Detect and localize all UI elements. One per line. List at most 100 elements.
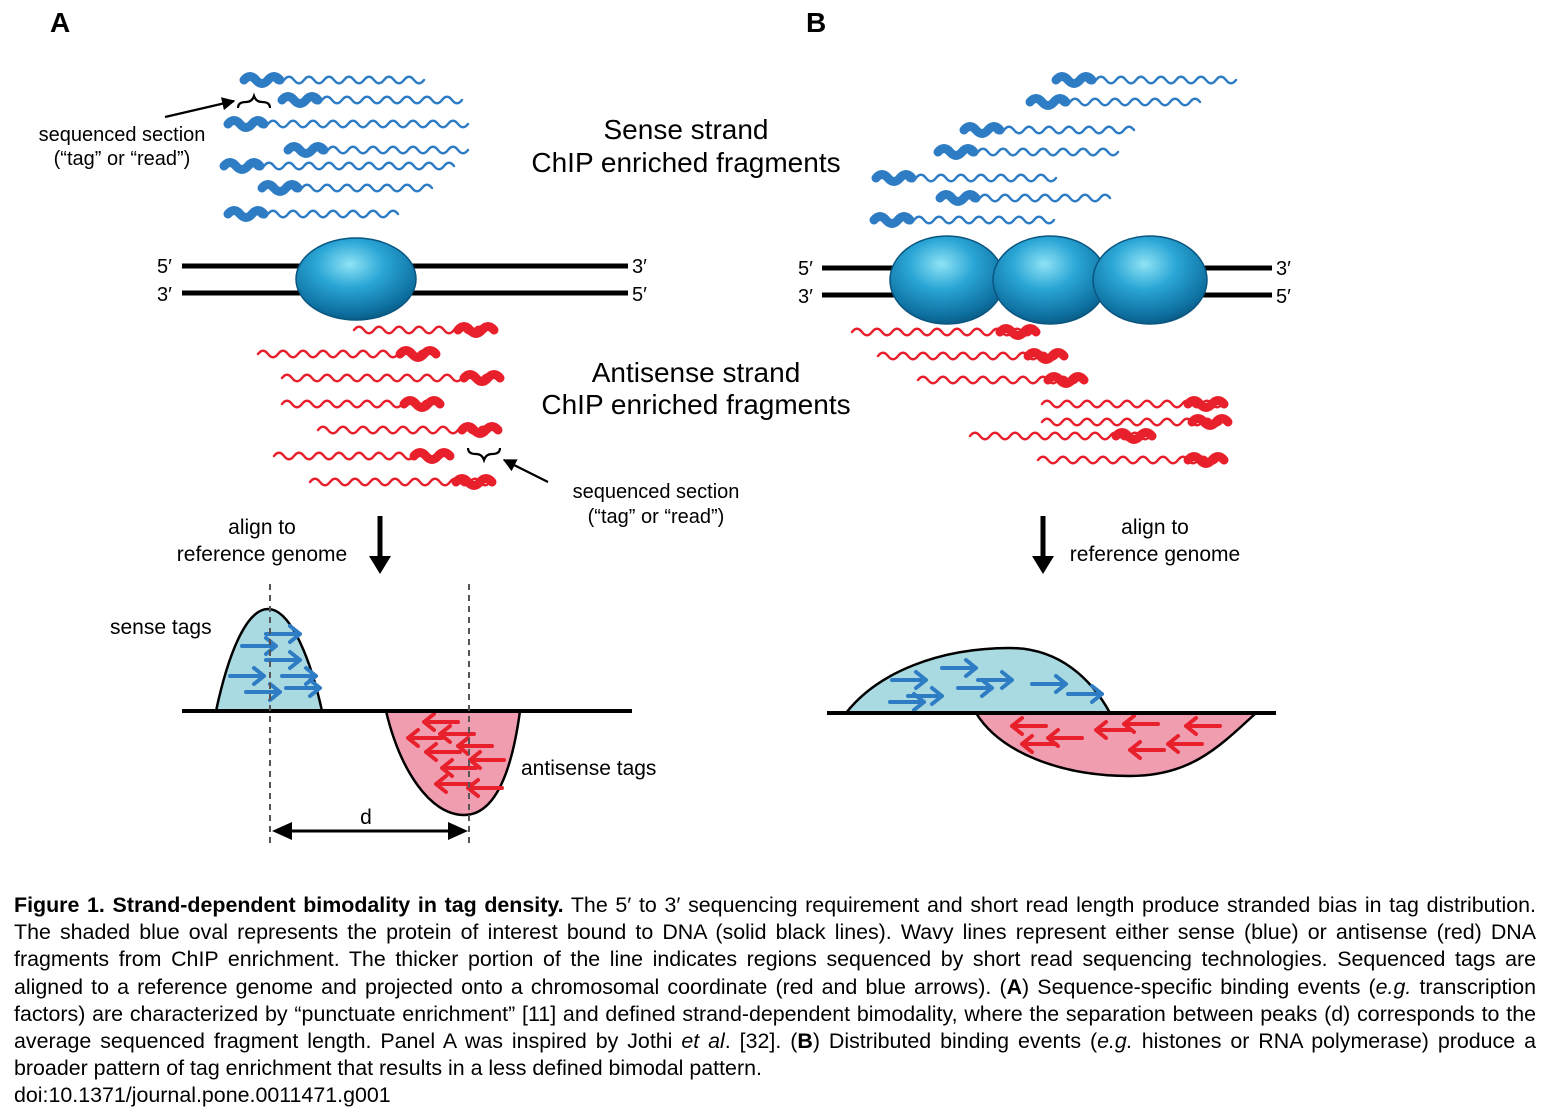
sequenced-tag-segment — [935, 190, 981, 206]
caption-text-2: ) Sequence-specific binding events ( — [1022, 974, 1376, 999]
caption-text-5: ) Distributed binding events ( — [812, 1029, 1098, 1054]
panel-a-antisense-tags-label: antisense tags — [521, 757, 656, 780]
antisense-tag-arrow-icon — [438, 724, 476, 744]
sequenced-tag-segment — [451, 474, 497, 490]
panel-b-dna-top-left: 5′ — [798, 258, 813, 280]
panel-b-protein-oval-icon-2 — [992, 235, 1108, 325]
panel-b-letter: B — [806, 7, 826, 38]
caption-title: Figure 1. Strand-dependent bimodality in… — [14, 893, 564, 917]
caption-text-4: . [32]. ( — [724, 1029, 798, 1054]
panel-b-protein-oval-icon-3 — [1092, 235, 1208, 325]
antisense-tag-arrow-icon — [406, 728, 444, 748]
panel-b-align-line1: align to — [1121, 516, 1189, 539]
caption-text-6: histones or RNA polymerase) produce a br… — [14, 1029, 1536, 1081]
sense-strand-title-line1: Sense strand — [604, 114, 769, 145]
sequenced-tag-segment — [223, 116, 269, 132]
panel-b-protein-oval-icon-1 — [889, 235, 1005, 325]
panel-a-align-down-arrow-icon — [369, 516, 391, 574]
panel-b-align-line2: reference genome — [1070, 543, 1240, 566]
panel-b-dna-bottom-left: 3′ — [798, 286, 813, 308]
panel-a-align-line1: align to — [228, 516, 296, 539]
panel-b-antisense-fragments — [850, 324, 1233, 468]
antisense-tag-arrow-icon — [1094, 720, 1132, 740]
panel-a-dna-bottom-right: 5′ — [632, 284, 647, 306]
panel-a-sense-tags-label: sense tags — [110, 616, 212, 639]
sense-tag-arrow-icon — [956, 678, 994, 698]
sequenced-tag-segment — [459, 370, 505, 386]
caption-eg-1: e.g. — [1375, 974, 1412, 999]
panel-b-antisense-region — [973, 711, 1260, 778]
antisense-tag-arrow-icon — [1122, 714, 1160, 734]
panel-a-antisense-fragments — [256, 322, 505, 490]
panel-b-align-down-arrow-icon — [1032, 516, 1054, 574]
sequenced-tag-segment — [1111, 428, 1157, 444]
sense-tag-arrow-icon — [284, 678, 322, 698]
sequenced-tag-segment — [409, 448, 455, 464]
caption-panel-b-ref: B — [797, 1029, 813, 1054]
panel-a-dna-top-left: 5′ — [157, 256, 172, 278]
sequenced-tag-segment — [1183, 452, 1229, 468]
sequenced-tag-segment — [871, 170, 917, 186]
antisense-strand-title-line1: Antisense strand — [592, 357, 801, 388]
panel-a-sense-brace — [236, 92, 272, 109]
panel-a-align-line2: reference genome — [177, 543, 347, 566]
sequenced-tag-segment — [1187, 414, 1233, 430]
antisense-tag-arrow-icon — [440, 758, 478, 778]
panel-a-distance-arrow — [272, 822, 468, 840]
sense-tag-arrow-icon — [906, 686, 944, 706]
panel-a-antisense-note-line1: sequenced section — [573, 481, 740, 503]
sequenced-tag-segment — [1025, 94, 1071, 110]
panel-a-letter: A — [50, 7, 70, 38]
antisense-tag-arrow-icon — [422, 712, 460, 732]
sequenced-tag-segment — [869, 212, 915, 228]
sequenced-tag-segment — [933, 144, 979, 160]
sequenced-tag-segment — [457, 422, 503, 438]
sequenced-tag-segment — [1051, 72, 1097, 88]
antisense-tag-arrow-icon — [1128, 740, 1166, 760]
antisense-tag-arrow-icon — [1184, 716, 1222, 736]
antisense-strand-title-line2: ChIP enriched fragments — [541, 389, 850, 420]
caption-text-3: transcription factors) are characterized… — [14, 974, 1536, 1054]
panel-a-sense-fragments — [219, 72, 470, 222]
panel-a-distance-label: d — [360, 806, 372, 829]
figure-diagram: A B 5′ 3′ 3′ 5′ sequenced section (“tag”… — [39, 7, 1291, 848]
sequenced-tag-segment — [257, 180, 303, 196]
panel-a-antisense-peak — [384, 709, 522, 817]
caption-eg-2: e.g. — [1097, 1029, 1133, 1054]
antisense-tag-arrow-icon — [424, 742, 462, 762]
sequenced-tag-segment — [239, 72, 285, 88]
panel-a-sense-note-arrow — [164, 97, 236, 119]
panel-a-antisense-brace — [466, 447, 502, 464]
caption-panel-a-ref: A — [1006, 974, 1023, 999]
panel-a-dna-bottom-left: 3′ — [157, 284, 172, 306]
panel-a-antisense-note-line2: (“tag” or “read”) — [588, 506, 725, 528]
sequenced-tag-segment — [277, 92, 323, 108]
sense-tag-arrow-icon — [890, 670, 928, 690]
sequenced-tag-segment — [395, 346, 441, 362]
sense-tag-arrow-icon — [940, 658, 978, 678]
antisense-tag-arrow-icon — [1020, 734, 1058, 754]
antisense-fragment — [280, 373, 494, 383]
caption-doi: doi:10.1371/journal.pone.0011471.g001 — [14, 1083, 391, 1108]
sequenced-tag-segment — [1183, 396, 1229, 412]
antisense-tag-arrow-icon — [1010, 716, 1048, 736]
panel-a-tag-arrows — [228, 624, 506, 798]
panel-b-dna-top-right: 3′ — [1276, 258, 1291, 280]
panel-a-sense-note-line2: (“tag” or “read”) — [54, 148, 191, 170]
sequenced-tag-segment — [219, 158, 265, 174]
panel-a-sense-note-line1: sequenced section — [39, 124, 206, 146]
sense-tag-arrow-icon — [244, 682, 282, 702]
sequenced-tag-segment — [399, 396, 445, 412]
panel-b-tag-arrows — [888, 658, 1222, 760]
sense-strand-title-line2: ChIP enriched fragments — [531, 147, 840, 178]
sense-tag-arrow-icon — [1030, 674, 1068, 694]
sequenced-tag-segment — [1023, 348, 1069, 364]
caption-text-1: The 5′ to 3′ sequencing requirement and … — [14, 893, 1536, 999]
antisense-tag-arrow-icon — [434, 774, 472, 794]
antisense-tag-arrow-icon — [456, 736, 494, 756]
panel-a-antisense-note-arrow — [502, 459, 549, 483]
figure-caption: Figure 1. Strand-dependent bimodality in… — [14, 892, 1536, 1110]
panel-b-sense-fragments — [869, 72, 1238, 228]
sequenced-tag-segment — [1043, 372, 1089, 388]
caption-et-al: et al — [681, 1029, 725, 1054]
